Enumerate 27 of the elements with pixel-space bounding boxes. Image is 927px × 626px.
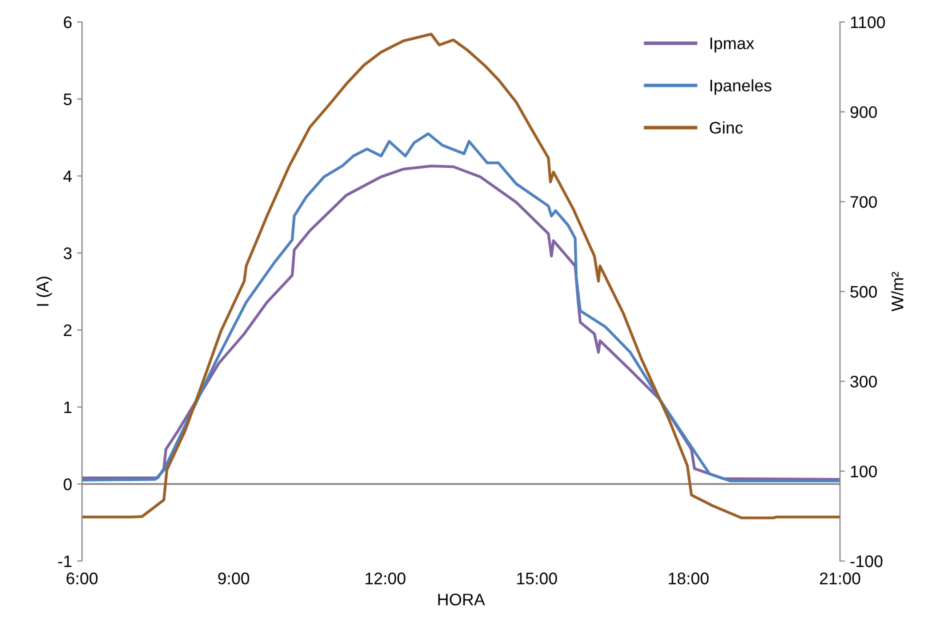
x-tick-label: 12:00: [366, 572, 406, 584]
y-tick-label: 3: [64, 247, 72, 260]
x-tick-label: 18:00: [668, 572, 709, 584]
y2-axis-title: W/m²: [891, 272, 904, 312]
y-tick-label: 0: [64, 478, 72, 490]
y2-tick-label: 300: [850, 376, 877, 388]
legend-label: Ipmax: [710, 38, 754, 53]
y2-tick-label: 700: [850, 196, 877, 208]
y2-tick-label: 100: [850, 466, 877, 478]
x-tick-label: 6:00: [66, 572, 98, 584]
y-tick-label: 5: [64, 94, 72, 106]
y2-tick-label: -100: [850, 555, 882, 568]
y2-tick-label: 500: [850, 286, 877, 298]
y-tick-label: 2: [64, 324, 72, 336]
y-tick-label: 4: [63, 170, 72, 182]
y2-tick-label: 900: [850, 106, 877, 118]
legend-label: Ginc: [710, 121, 743, 134]
x-tick-label: 15:00: [517, 572, 558, 584]
x-axis-title: HORA: [438, 594, 486, 606]
y2-tick-label: 1100: [850, 16, 885, 28]
x-tick-label: 9:00: [218, 572, 250, 584]
y-tick-label: 1: [64, 402, 72, 414]
y-axis-title: I (A): [36, 276, 52, 306]
y-tick-label: 6: [64, 16, 72, 28]
legend-label: Ipaneles: [710, 79, 772, 95]
x-tick-label: 21:00: [820, 572, 860, 584]
y-tick-label: -1: [58, 556, 72, 568]
